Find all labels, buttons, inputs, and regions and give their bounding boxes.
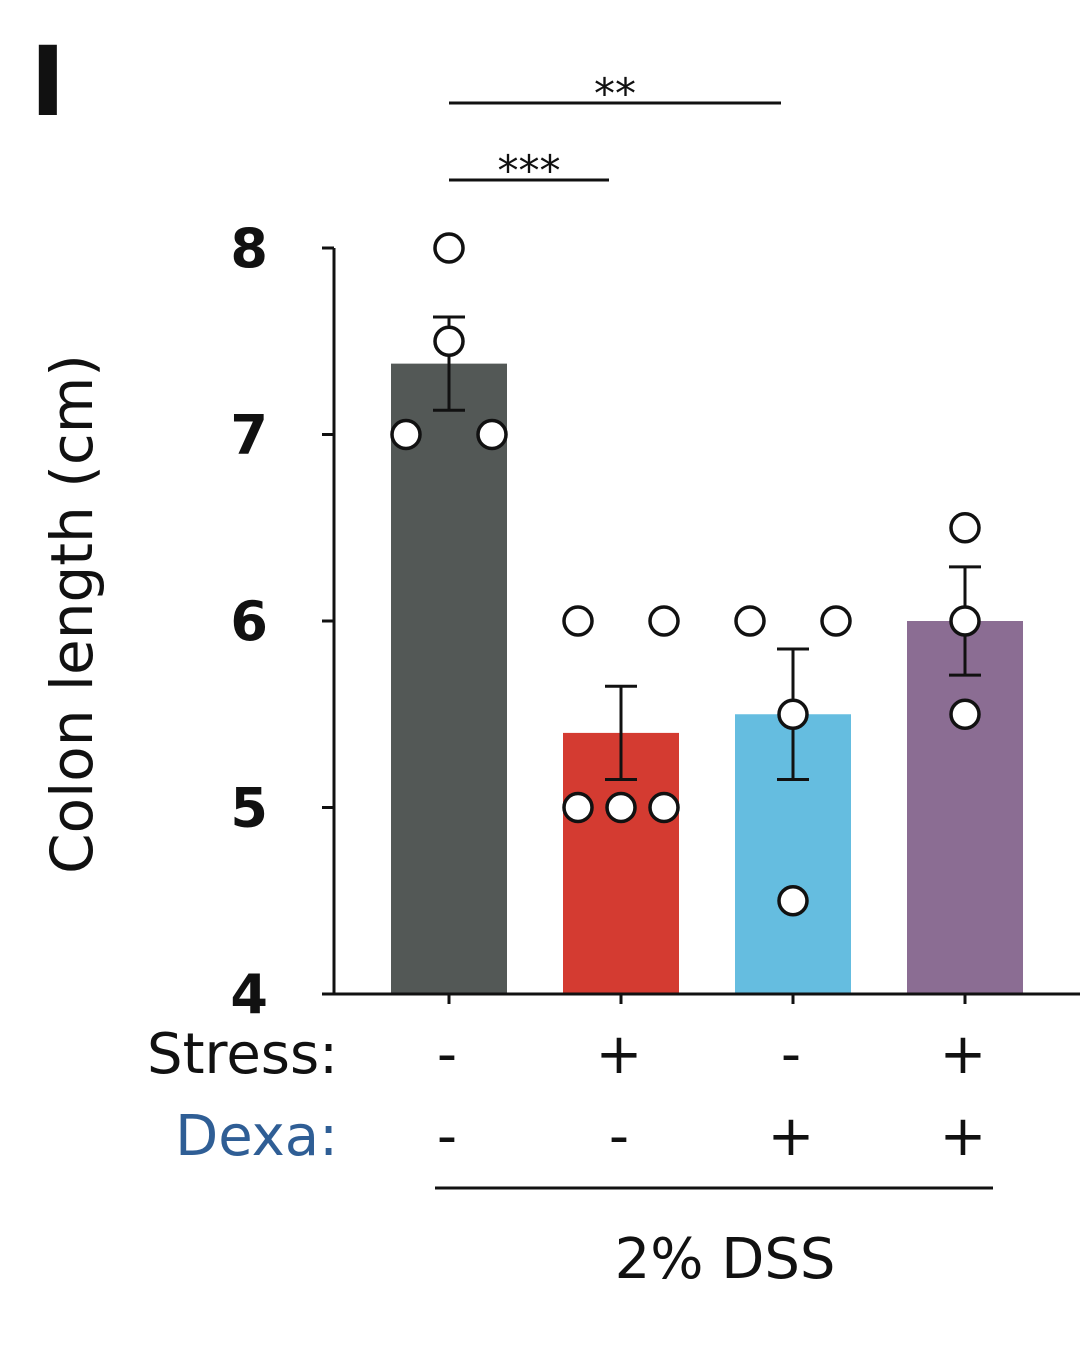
data-point-0-3: [476, 418, 508, 451]
data-point-0-1: [433, 325, 465, 357]
data-point-1-0: [562, 605, 594, 637]
y-tick-label-0: 4: [230, 963, 268, 1026]
dss-label: 2% DSS: [615, 1227, 836, 1292]
stress-sign-1: +: [596, 1022, 643, 1087]
bar-3: [907, 621, 1023, 994]
dexa-row-label: Dexa:: [175, 1104, 338, 1169]
dexa-sign-2: +: [768, 1104, 815, 1169]
y-axis-ticks: 4 5 6 7 8: [230, 217, 334, 1026]
significance-stars-1: **: [594, 69, 636, 118]
error-bars: [433, 315, 981, 782]
stress-row-label: Stress:: [147, 1022, 338, 1087]
stress-sign-0: -: [437, 1022, 457, 1087]
data-point-1-2: [562, 791, 594, 824]
x-axis-ticks: [447, 994, 967, 1004]
panel-label: I: [30, 26, 66, 138]
data-point-2-1: [820, 605, 852, 637]
data-point-1-3: [605, 791, 637, 824]
dexa-sign-3: +: [940, 1104, 987, 1169]
data-points: [390, 232, 981, 917]
dexa-sign-1: -: [609, 1104, 629, 1169]
y-tick-label-3: 7: [230, 404, 268, 467]
y-tick-label-1: 5: [230, 777, 268, 840]
condition-signs: - - + - - + + +: [437, 1022, 987, 1169]
data-point-2-0: [734, 605, 766, 637]
y-axis-label: Colon length (cm): [38, 354, 106, 874]
data-point-1-1: [648, 605, 680, 637]
y-tick-label-4: 8: [230, 217, 268, 280]
y-tick-label-2: 6: [230, 590, 268, 653]
stress-sign-3: +: [940, 1022, 987, 1087]
dexa-sign-0: -: [437, 1104, 457, 1169]
data-point-0-0: [433, 232, 465, 264]
data-point-3-1: [949, 605, 981, 637]
significance-annotations: *****: [449, 69, 781, 195]
stress-sign-2: -: [781, 1022, 801, 1087]
bar-0: [391, 363, 507, 994]
data-point-1-4: [648, 791, 680, 824]
bars: [391, 363, 1023, 994]
data-point-3-0: [949, 512, 981, 544]
significance-stars-0: ***: [498, 146, 561, 195]
data-point-2-3: [777, 885, 809, 917]
data-point-0-2: [390, 418, 422, 451]
data-point-2-2: [777, 698, 809, 730]
data-point-3-2: [949, 698, 981, 730]
